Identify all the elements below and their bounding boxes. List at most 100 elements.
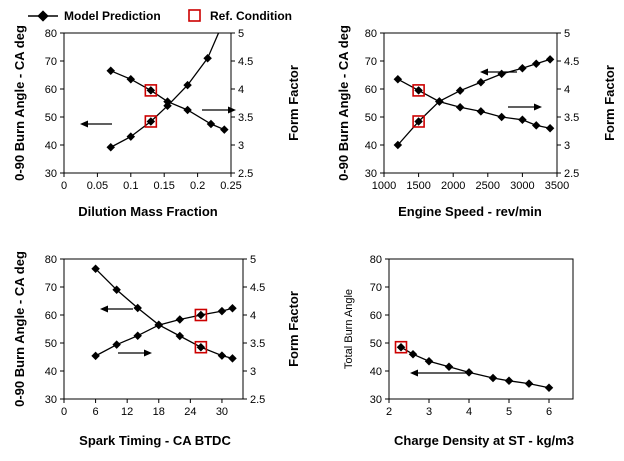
axis-arrow-head [80, 120, 88, 128]
x-tick-label: 0.2 [190, 180, 205, 192]
y2-tick-label: 4.5 [564, 56, 579, 68]
y-tick-label: 70 [45, 56, 57, 68]
data-point [488, 373, 498, 383]
data-point [497, 112, 506, 122]
y-tick-label: 80 [45, 254, 57, 266]
data-point [228, 304, 237, 313]
data-point [544, 383, 554, 393]
x-tick-label: 0.15 [153, 180, 174, 192]
data-point [435, 97, 444, 106]
data-point [126, 132, 136, 141]
series-1 [106, 66, 229, 134]
y2-tick-label: 3 [564, 140, 570, 152]
y-axis-label: 0-90 Burn Angle - CA deg [12, 251, 27, 407]
series-1 [91, 264, 237, 363]
panel-density: 2 3 4 5 6 30 40 50 60 70 80 Charge Density at ST -… [343, 254, 574, 448]
y2-tick-label: 4 [250, 310, 256, 322]
y2-tick-label: 3.5 [250, 338, 265, 350]
data-point [524, 379, 534, 388]
data-point [146, 86, 156, 95]
panel-dilution: 0 0.05 0.1 0.15 0.2 0.25 30 40 50 60 70 80 2.5 3 3.5 4 4… [12, 25, 301, 219]
series-line [110, 33, 220, 148]
x-tick-label: 0 [61, 406, 67, 418]
reference-marker [144, 84, 158, 97]
data-point [545, 55, 555, 64]
x-axis-label: Charge Density at ST - kg/m3 [394, 433, 574, 448]
y-tick-label: 60 [45, 310, 57, 322]
y-axis-label: 0-90 Burn Angle - CA deg [336, 25, 351, 181]
y2-tick-label: 3 [250, 366, 256, 378]
y2-tick-label: 4 [564, 84, 570, 96]
panel-marks: 0 0.05 0.1 0.15 0.2 0.25 30 40 50 60 70 80 2.5 3 3.5 4 4… [45, 28, 254, 192]
x-tick-label: 1500 [406, 180, 430, 192]
panel-marks: 1000 1500 2000 2500 3000 3500 30 40 50 60 70 80 2.5 3… [365, 28, 580, 192]
data-point [497, 69, 506, 79]
reference-marker [194, 340, 208, 354]
data-point [414, 117, 423, 126]
data-point [396, 342, 406, 352]
y-axis-label: Total Burn Angle [343, 289, 355, 369]
y-tick-label: 80 [45, 28, 57, 40]
y2-tick-label: 4 [238, 84, 244, 96]
y2-tick-label: 3.5 [238, 112, 253, 124]
data-point [91, 351, 100, 361]
data-point [126, 74, 136, 84]
data-point [393, 74, 403, 84]
y2-axis-label: Form Factor [602, 65, 617, 141]
data-point [476, 107, 486, 116]
y-tick-label: 60 [365, 84, 377, 96]
panel-marks: 0 6 12 18 24 30 30 40 50 60 70 80 2.5 3 3.5 4 4.5 5 [45, 254, 266, 418]
y2-axis-label: Form Factor [286, 65, 301, 141]
data-point [220, 125, 229, 134]
y-tick-label: 60 [45, 84, 57, 96]
x-tick-label: 6 [93, 406, 99, 418]
series-2 [91, 304, 237, 361]
data-point [444, 362, 454, 372]
y2-tick-label: 2.5 [250, 394, 265, 406]
x-tick-label: 5 [506, 406, 512, 418]
data-point [106, 142, 116, 152]
x-axis-label: Dilution Mass Fraction [78, 204, 217, 219]
data-point [504, 376, 514, 386]
axis-arrow-head [534, 103, 542, 111]
data-point [163, 101, 172, 111]
data-point [196, 310, 206, 320]
y2-tick-label: 5 [564, 28, 570, 40]
x-tick-label: 2 [386, 406, 392, 418]
x-tick-label: 24 [184, 406, 196, 418]
reference-marker [412, 115, 425, 128]
data-point [455, 102, 465, 112]
plot-frame [388, 258, 574, 400]
series-line [95, 307, 233, 357]
y-tick-label: 70 [370, 282, 382, 294]
data-point [146, 117, 156, 126]
data-point [531, 121, 541, 130]
x-tick-label: 30 [216, 406, 228, 418]
data-point [531, 59, 541, 69]
x-tick-label: 3500 [545, 180, 569, 192]
legend-model-label: Model Prediction [64, 9, 161, 23]
data-point [408, 349, 418, 359]
plot-frame [63, 32, 232, 174]
data-point [154, 320, 164, 330]
y-tick-label: 40 [45, 140, 57, 152]
x-tick-label: 0 [61, 180, 67, 192]
x-tick-label: 0.25 [220, 180, 241, 192]
data-point [196, 342, 206, 352]
axis-arrow-head [480, 68, 488, 76]
data-point [106, 66, 116, 76]
data-point [183, 80, 192, 90]
data-point [175, 315, 185, 324]
panel-spark: 0 6 12 18 24 30 30 40 50 60 70 80 2.5 3 3.5 4 4.5 5 Spark… [12, 251, 301, 448]
y-tick-label: 80 [370, 254, 382, 266]
data-point [133, 303, 142, 313]
y-tick-label: 40 [370, 366, 382, 378]
x-tick-label: 6 [546, 406, 552, 418]
plot-frame [63, 258, 244, 400]
y-tick-label: 40 [45, 366, 57, 378]
panel-marks: 2 3 4 5 6 30 40 50 60 70 80 [370, 254, 554, 418]
x-tick-label: 18 [153, 406, 165, 418]
x-tick-label: 2500 [476, 180, 500, 192]
data-point [455, 86, 465, 95]
